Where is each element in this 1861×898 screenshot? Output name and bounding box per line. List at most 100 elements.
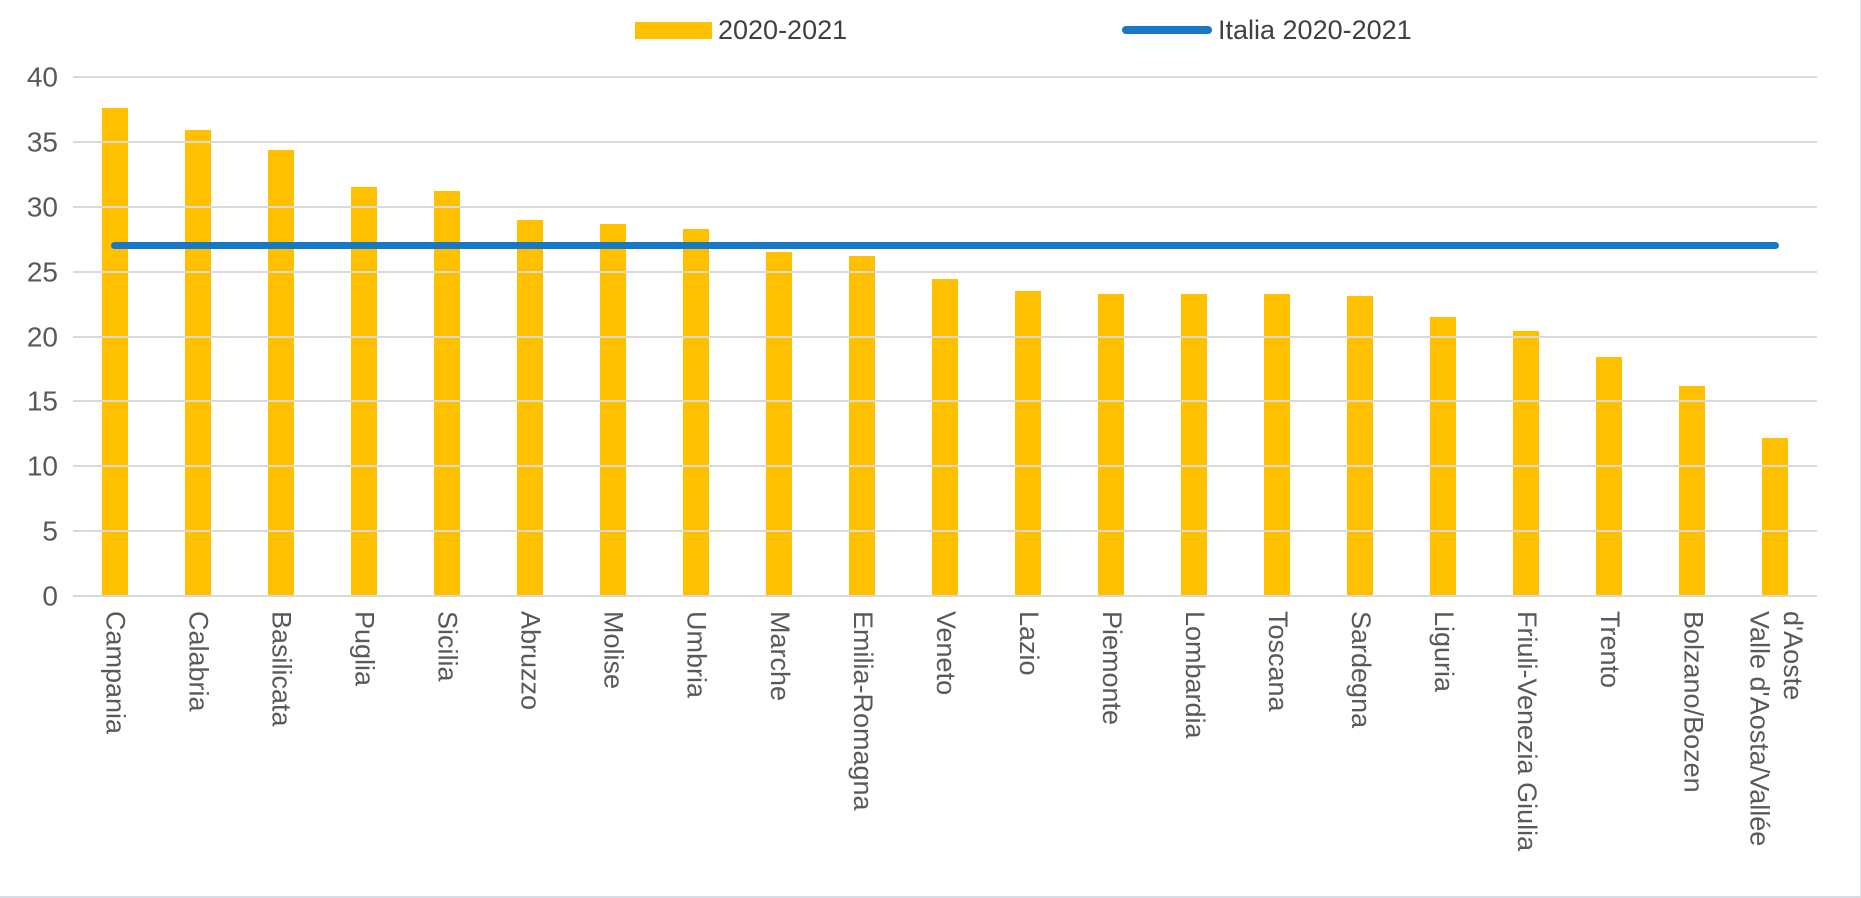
bar-veneto	[931, 279, 958, 596]
bar-piemonte	[1098, 293, 1125, 596]
plot-area	[73, 76, 1817, 597]
gridline-10	[73, 465, 1817, 468]
y-tick-label-10: 10	[26, 450, 58, 482]
bar-slot-marche	[737, 77, 820, 596]
gridline-35	[73, 140, 1817, 143]
x-label-puglia: Puglia	[349, 611, 380, 687]
x-label-slot-lazio: Lazio	[987, 611, 1070, 891]
x-label-valle-d-aosta-vall-e-d-aoste: Valle d'Aosta/Vallée d'Aoste	[1744, 611, 1809, 847]
bar-slot-lazio	[987, 77, 1070, 596]
bar-slot-valle-d-aosta-vall-e-d-aoste	[1734, 77, 1817, 596]
bar-slot-emilia-romagna	[820, 77, 903, 596]
legend-bar-swatch-icon	[635, 21, 712, 39]
x-label-slot-lombardia: Lombardia	[1153, 611, 1236, 891]
x-label-slot-toscana: Toscana	[1236, 611, 1319, 891]
bar-series	[73, 77, 1817, 596]
x-label-slot-sardegna: Sardegna	[1319, 611, 1402, 891]
bar-slot-calabria	[156, 77, 239, 596]
bar-slot-sardegna	[1319, 77, 1402, 596]
bar-umbria	[682, 228, 709, 596]
bar-slot-campania	[73, 77, 156, 596]
gridline-40	[73, 76, 1817, 78]
y-tick-label-5: 5	[42, 515, 58, 547]
bar-slot-umbria	[654, 77, 737, 596]
bar-lombardia	[1181, 293, 1208, 596]
x-label-veneto: Veneto	[930, 611, 961, 696]
x-label-campania: Campania	[100, 611, 131, 735]
y-tick-label-20: 20	[26, 321, 58, 353]
bar-valle-d-aosta-vall-e-d-aoste	[1762, 437, 1789, 596]
x-label-toscana: Toscana	[1263, 611, 1294, 712]
bar-slot-friuli-venezia-giulia	[1485, 77, 1568, 596]
legend-line-label: Italia 2020-2021	[1218, 14, 1412, 45]
y-tick-label-25: 25	[26, 256, 58, 288]
legend-item-line-series: Italia 2020-2021	[1122, 12, 1412, 48]
x-label-slot-trento: Trento	[1568, 611, 1651, 891]
x-label-sicilia: Sicilia	[432, 611, 463, 682]
x-label-slot-basilicata: Basilicata	[239, 611, 322, 891]
x-label-trento: Trento	[1595, 611, 1626, 689]
x-label-slot-calabria: Calabria	[156, 611, 239, 891]
x-label-molise: Molise	[598, 611, 629, 690]
bar-bolzano-bozen	[1679, 385, 1706, 596]
x-label-friuli-venezia-giulia: Friuli-Venezia Giulia	[1512, 611, 1543, 852]
italia-reference-line	[110, 242, 1780, 250]
bar-slot-trento	[1568, 77, 1651, 596]
bar-slot-abruzzo	[488, 77, 571, 596]
x-label-slot-veneto: Veneto	[903, 611, 986, 891]
bar-slot-basilicata	[239, 77, 322, 596]
x-label-slot-marche: Marche	[737, 611, 820, 891]
y-tick-label-30: 30	[26, 191, 58, 223]
bar-marche	[765, 252, 792, 596]
bar-friuli-venezia-giulia	[1513, 331, 1540, 596]
x-label-lombardia: Lombardia	[1180, 611, 1210, 739]
legend-bar-label: 2020-2021	[718, 14, 848, 45]
y-tick-label-0: 0	[42, 580, 58, 612]
gridline-25	[73, 270, 1817, 273]
gridline-5	[73, 530, 1817, 533]
bar-campania	[101, 108, 128, 596]
x-label-slot-emilia-romagna: Emilia-Romagna	[820, 611, 903, 891]
x-label-slot-valle-d-aosta-vall-e-d-aoste: Valle d'Aosta/Vallée d'Aoste	[1734, 611, 1817, 891]
x-label-marche: Marche	[764, 611, 795, 702]
x-label-slot-abruzzo: Abruzzo	[488, 611, 571, 891]
x-label-umbria: Umbria	[681, 611, 712, 699]
gridline-0	[73, 595, 1817, 597]
bar-emilia-romagna	[848, 256, 875, 596]
x-label-piemonte: Piemonte	[1096, 611, 1127, 726]
bar-molise	[599, 223, 626, 596]
x-label-slot-umbria: Umbria	[654, 611, 737, 891]
x-label-sardegna: Sardegna	[1346, 611, 1377, 729]
x-label-basilicata: Basilicata	[266, 611, 297, 727]
bar-puglia	[350, 187, 377, 596]
bar-liguria	[1430, 317, 1457, 596]
bar-trento	[1596, 357, 1623, 596]
bar-slot-bolzano-bozen	[1651, 77, 1734, 596]
bar-slot-piemonte	[1070, 77, 1153, 596]
y-tick-label-35: 35	[26, 126, 58, 158]
bar-slot-lombardia	[1153, 77, 1236, 596]
bar-slot-molise	[571, 77, 654, 596]
x-label-slot-campania: Campania	[73, 611, 156, 891]
x-label-slot-puglia: Puglia	[322, 611, 405, 891]
bar-sardegna	[1347, 296, 1374, 596]
bar-sicilia	[433, 191, 460, 596]
bar-slot-veneto	[903, 77, 986, 596]
y-axis: 0 5 10 15 20 25 30 35 40	[2, 62, 58, 612]
gridline-30	[73, 205, 1817, 208]
bar-slot-puglia	[322, 77, 405, 596]
y-tick-label-15: 15	[26, 386, 58, 418]
gridline-15	[73, 400, 1817, 403]
x-label-abruzzo: Abruzzo	[515, 611, 546, 711]
x-label-slot-liguria: Liguria	[1402, 611, 1485, 891]
bar-basilicata	[267, 149, 294, 596]
x-label-liguria: Liguria	[1429, 611, 1460, 693]
bar-slot-toscana	[1236, 77, 1319, 596]
x-label-slot-friuli-venezia-giulia: Friuli-Venezia Giulia	[1485, 611, 1568, 891]
gridline-20	[73, 335, 1817, 338]
x-axis: Campania Calabria Basilicata Puglia Sicilia A…	[73, 611, 1817, 891]
bar-lazio	[1015, 291, 1042, 596]
x-label-calabria: Calabria	[183, 611, 214, 712]
x-label-lazio: Lazio	[1013, 611, 1044, 676]
